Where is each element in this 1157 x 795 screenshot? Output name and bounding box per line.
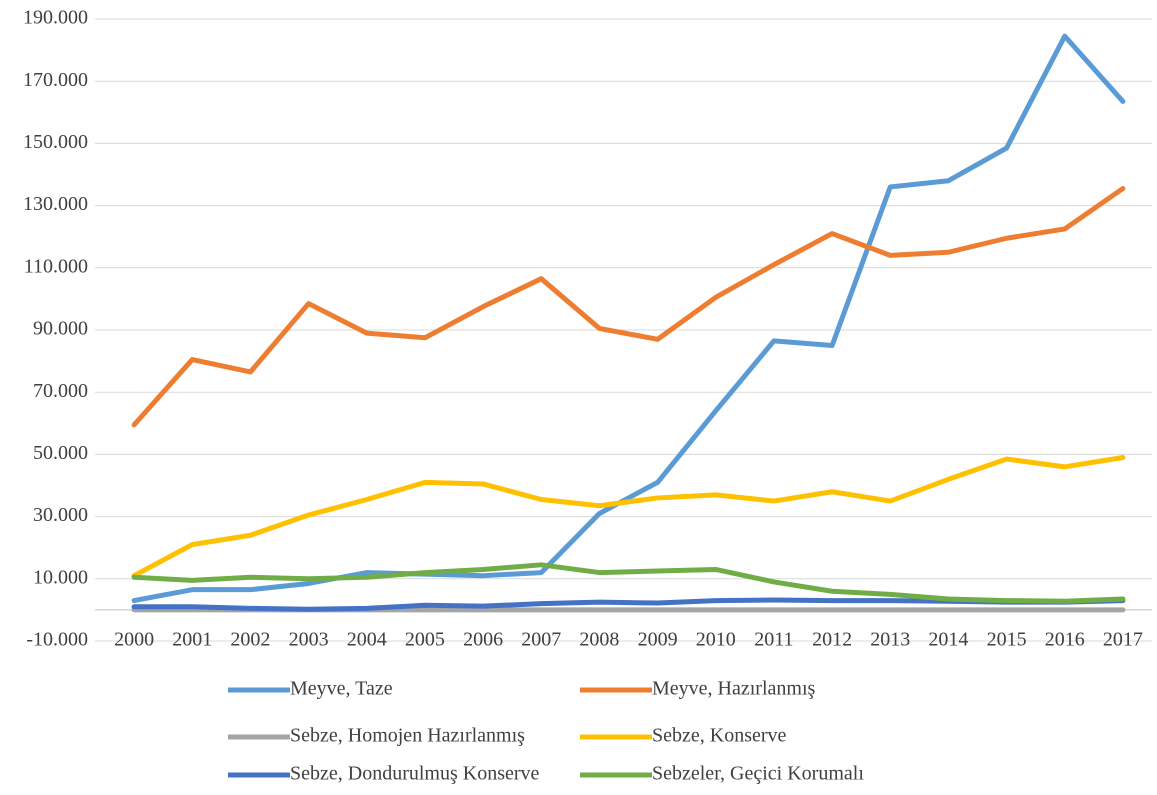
y-tick-label: -10.000 [26, 629, 88, 651]
x-tick-label: 2012 [812, 629, 852, 651]
x-tick-label: 2015 [987, 629, 1027, 651]
legend-label: Meyve, Taze [290, 678, 393, 700]
x-tick-label: 2013 [870, 629, 910, 651]
x-tick-label: 2007 [521, 629, 561, 651]
x-tick-label: 2016 [1045, 629, 1085, 651]
series-line [131, 185, 1126, 428]
y-tick-label: 70.000 [33, 380, 88, 402]
x-tick-label: 2017 [1103, 629, 1143, 651]
y-tick-label: 150.000 [23, 131, 88, 153]
legend-label: Sebze, Dondurulmuş Konserve [290, 763, 540, 785]
legend-label: Sebze, Konserve [652, 725, 787, 747]
legend-label: Sebzeler, Geçici Korumalı [652, 763, 864, 785]
x-tick-label: 2004 [347, 629, 387, 651]
y-tick-label: 170.000 [23, 69, 88, 91]
y-tick-label: 90.000 [33, 318, 88, 340]
legend-label: Sebze, Homojen Hazırlanmış [290, 725, 525, 747]
x-tick-label: 2014 [928, 629, 968, 651]
x-tick-label: 2001 [172, 629, 212, 651]
series-line [131, 455, 1126, 579]
x-tick-label: 2000 [114, 629, 154, 651]
y-tick-label: 30.000 [33, 504, 88, 526]
x-tick-label: 2006 [463, 629, 503, 651]
y-tick-label: 10.000 [33, 566, 88, 588]
y-tick-label: 110.000 [24, 255, 88, 277]
x-tick-label: 2009 [638, 629, 678, 651]
x-tick-label: 2005 [405, 629, 445, 651]
y-tick-label: 190.000 [23, 7, 88, 29]
x-tick-label: 2011 [754, 629, 793, 651]
x-tick-label: 2008 [579, 629, 619, 651]
series-line [131, 33, 1126, 604]
x-tick-label: 2010 [696, 629, 736, 651]
y-tick-label: 130.000 [23, 193, 88, 215]
y-tick-label: 50.000 [33, 442, 88, 464]
x-tick-label: 2002 [230, 629, 270, 651]
x-tick-label: 2003 [289, 629, 329, 651]
series-line [131, 562, 1126, 604]
legend-label: Meyve, Hazırlanmış [652, 678, 815, 700]
